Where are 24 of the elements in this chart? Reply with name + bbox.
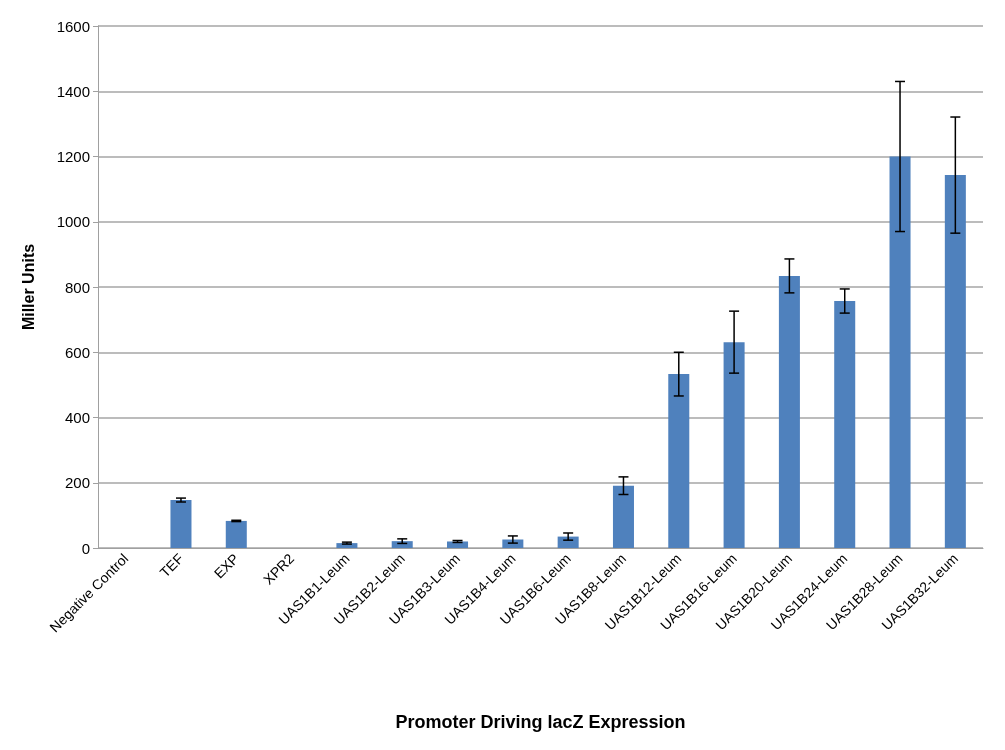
y-tick-label: 400 (64, 409, 90, 426)
bar (723, 342, 745, 548)
y-tick-label: 1400 (56, 82, 90, 100)
bar (170, 500, 192, 548)
bar (391, 541, 413, 548)
y-tick-label: 600 (64, 343, 90, 361)
y-tick-label: 1600 (56, 17, 90, 35)
bar (778, 275, 800, 548)
bar (612, 485, 634, 548)
y-tick-label: 1000 (56, 213, 90, 231)
y-tick-label: 200 (64, 474, 90, 492)
bar (668, 374, 690, 548)
bar (225, 520, 247, 548)
bar (557, 536, 579, 548)
x-axis-title: Promoter Driving lacZ Expression (395, 712, 686, 732)
x-tick-label: TEF (156, 550, 187, 581)
bar (889, 156, 911, 548)
y-tick-label: 800 (64, 278, 90, 296)
y-axis-title: Miller Units (19, 243, 37, 331)
y-tick-label: 0 (81, 539, 90, 557)
y-tick-label: 1200 (56, 148, 90, 165)
bar (944, 175, 966, 548)
bar (447, 541, 469, 548)
bar (834, 301, 856, 548)
